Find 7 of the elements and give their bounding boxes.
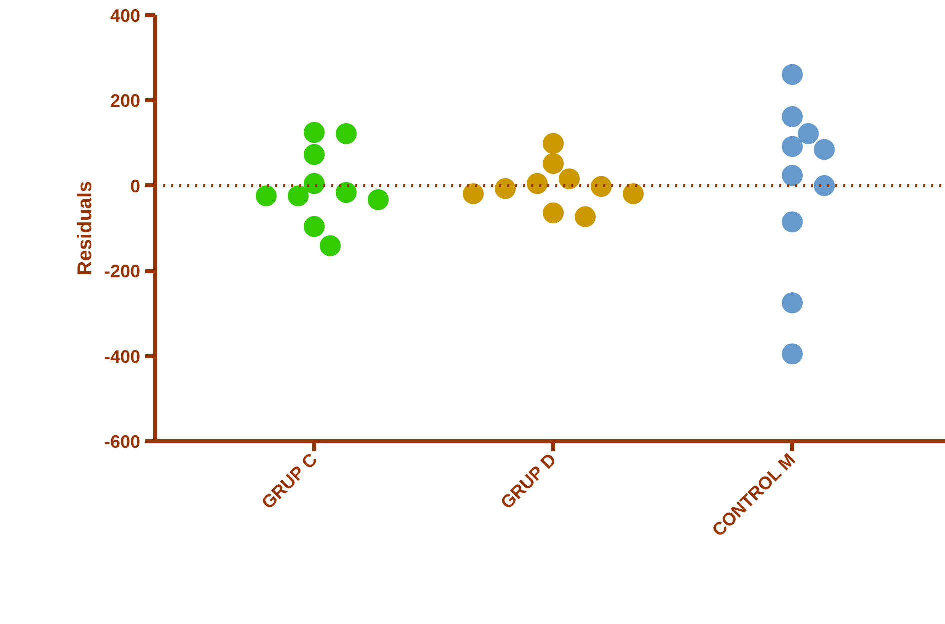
y-axis-title: Residuals xyxy=(74,181,96,276)
y-tick-label: 400 xyxy=(110,6,141,26)
y-tick-label: -600 xyxy=(104,432,141,452)
y-tick-label: -200 xyxy=(104,262,141,282)
y-tick-label: 0 xyxy=(130,176,141,196)
y-tick-label: -400 xyxy=(104,346,141,367)
y-tick-label: 200 xyxy=(110,91,141,112)
